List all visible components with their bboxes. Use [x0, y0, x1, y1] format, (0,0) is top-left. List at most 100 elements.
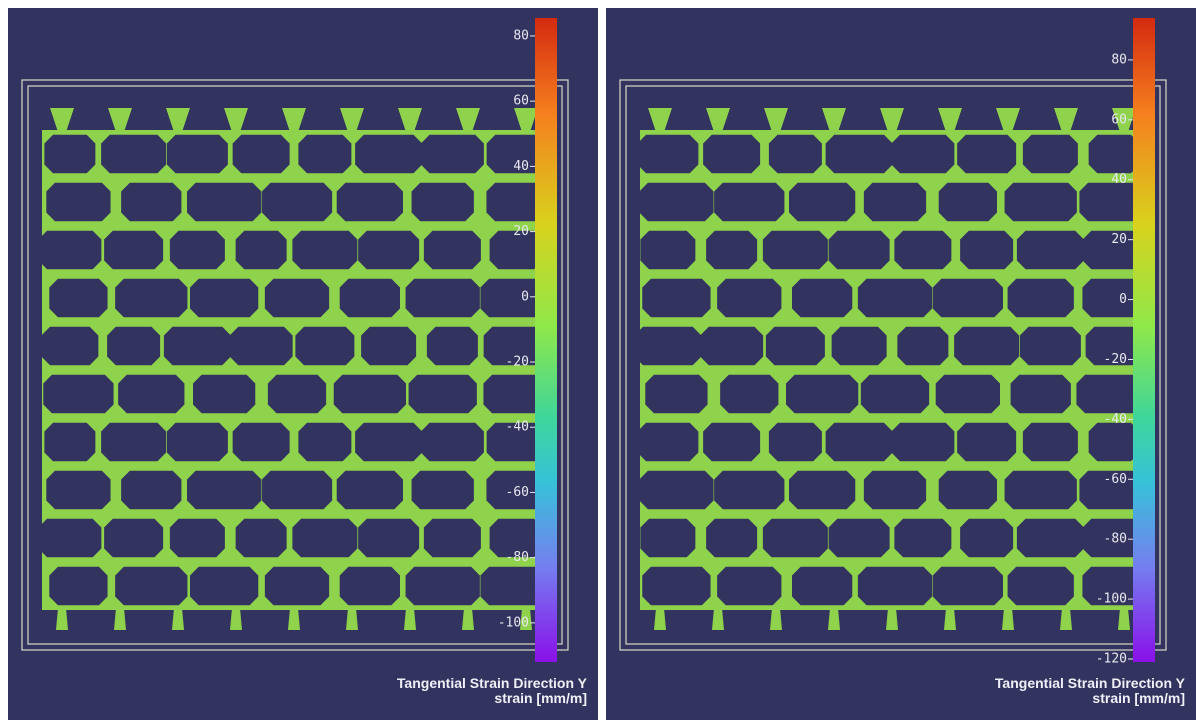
colorbar-tick-label: -40	[506, 420, 529, 435]
mesh-strut	[288, 608, 300, 630]
mesh-hole	[1082, 278, 1145, 318]
colorbar-tick-label: 0	[521, 289, 529, 304]
mesh-strut	[172, 608, 184, 630]
mesh-hole	[104, 518, 164, 558]
mesh-hole	[700, 326, 764, 366]
mesh-hole	[486, 182, 545, 222]
mesh-hole	[489, 230, 543, 270]
mesh-strut	[886, 608, 898, 630]
colorbar-tick-label: -100	[498, 615, 529, 630]
colorbar-title: Tangential Strain Direction Y	[995, 675, 1186, 691]
mesh-hole	[640, 230, 696, 270]
mesh-strut	[462, 608, 474, 630]
mesh-hole	[863, 182, 927, 222]
mesh-hole	[264, 278, 330, 318]
mesh-hole	[935, 374, 1000, 414]
mesh-hole	[857, 566, 933, 606]
panel: 80 60 40 20 0 -20 -40 -60 -80 -100 Tangential Stra…	[8, 8, 598, 720]
mesh-hole	[38, 518, 102, 558]
mesh-strut	[712, 608, 724, 630]
mesh-hole	[426, 326, 478, 366]
mesh-hole	[706, 230, 758, 270]
mesh-hole	[298, 422, 352, 462]
mesh-hole	[1016, 230, 1084, 270]
mesh-strut	[1002, 608, 1014, 630]
mesh-hole	[405, 566, 480, 606]
mesh-hole	[169, 230, 225, 270]
mesh-hole	[405, 278, 480, 318]
mesh-hole	[292, 230, 358, 270]
mesh-hole	[355, 134, 423, 174]
mesh-hole	[957, 134, 1017, 174]
mesh-hole	[938, 182, 997, 222]
mesh-hole	[408, 374, 477, 414]
colorbar-tick-label: -100	[1096, 592, 1127, 607]
mesh-hole	[358, 230, 420, 270]
mesh-hole	[828, 518, 890, 558]
mesh-hole	[486, 470, 545, 510]
mesh-hole	[483, 374, 548, 414]
mesh-hole	[423, 518, 481, 558]
mesh-strut	[938, 108, 962, 132]
mesh-hole	[1004, 470, 1077, 510]
mesh-hole	[49, 278, 108, 318]
mesh-hole	[121, 470, 182, 510]
mesh-strut	[1060, 608, 1072, 630]
mesh-hole	[38, 230, 102, 270]
mesh-hole	[187, 470, 262, 510]
mesh-hole	[339, 566, 400, 606]
colorbar-tick-label: -80	[1104, 532, 1127, 547]
mesh-strut	[520, 608, 532, 630]
mesh-hole	[954, 326, 1020, 366]
mesh-hole	[101, 422, 167, 462]
mesh-hole	[483, 326, 549, 366]
mesh-hole	[897, 326, 949, 366]
colorbar-tick-label: -60	[1104, 472, 1127, 487]
mesh-strut	[230, 608, 242, 630]
mesh-hole	[825, 422, 893, 462]
bounding-box	[27, 85, 563, 645]
mesh-hole	[115, 566, 188, 606]
mesh-hole	[264, 566, 330, 606]
colorbar-unit: strain [mm/m]	[494, 690, 587, 706]
mesh-hole	[1079, 470, 1148, 510]
colorbar-tick-label: -20	[506, 355, 529, 370]
mesh-hole	[1010, 374, 1071, 414]
mesh-hole	[1076, 374, 1151, 414]
mesh-hole	[232, 422, 290, 462]
mesh-hole	[894, 230, 952, 270]
colorbar-tick-label: -80	[506, 550, 529, 565]
mesh-hole	[1004, 182, 1077, 222]
bounding-box	[625, 85, 1161, 645]
mesh-hole	[957, 422, 1017, 462]
mesh-strut	[398, 108, 422, 132]
bounding-box	[619, 79, 1167, 651]
mesh-hole	[336, 182, 403, 222]
mesh-hole	[828, 230, 890, 270]
mesh-hole	[857, 278, 933, 318]
mesh-hole	[46, 470, 111, 510]
mesh-hole	[41, 326, 99, 366]
mesh-strut	[404, 608, 416, 630]
mesh-strut	[340, 108, 364, 132]
mesh-hole	[860, 374, 930, 414]
mesh-hole	[1082, 518, 1146, 558]
colorbar-tick-label: 60	[1111, 112, 1127, 127]
colorbar-tick-label: 80	[513, 28, 529, 43]
colorbar-tick-label: 80	[1111, 52, 1127, 67]
mesh-hole	[642, 278, 711, 318]
mesh-hole	[333, 374, 406, 414]
mesh-hole	[107, 326, 161, 366]
mesh-strut	[166, 108, 190, 132]
mesh-hole	[717, 566, 782, 606]
mesh-hole	[295, 326, 355, 366]
mesh-hole	[411, 182, 474, 222]
mesh-hole	[634, 326, 702, 366]
mesh-hole	[1007, 278, 1074, 318]
mesh-hole	[118, 374, 185, 414]
mesh-strut	[996, 108, 1020, 132]
mesh-strut	[50, 108, 74, 132]
mesh-strut	[114, 608, 126, 630]
